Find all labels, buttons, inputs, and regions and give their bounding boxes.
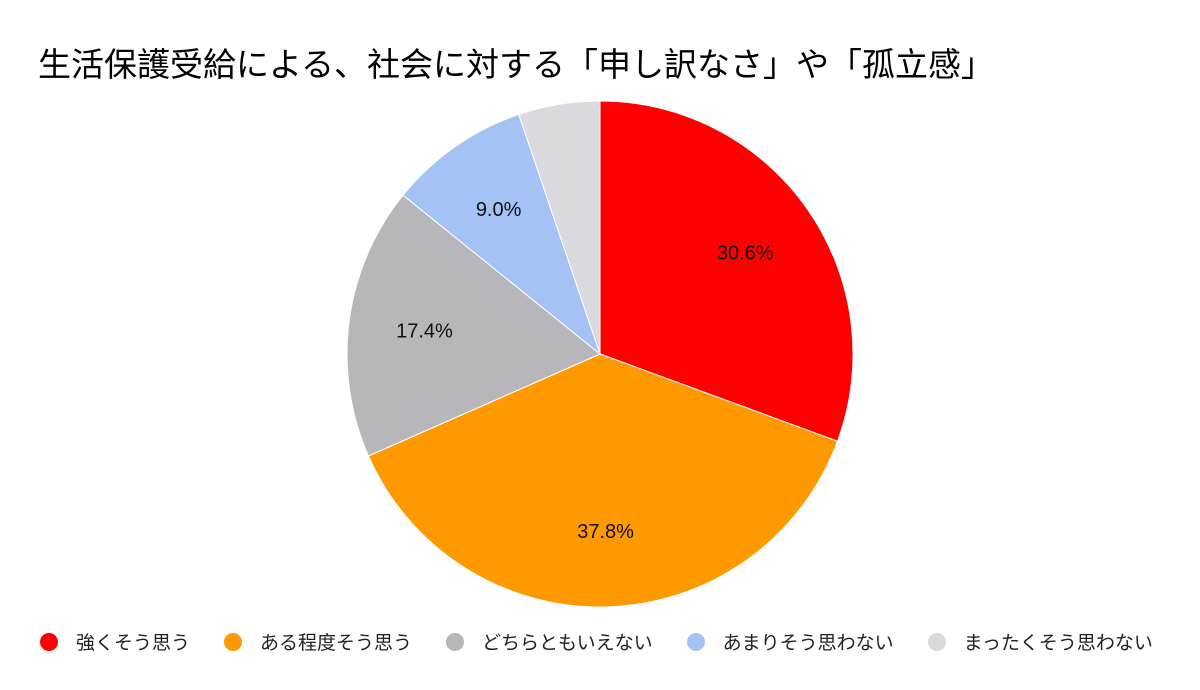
legend-swatch [40,632,58,651]
data-label-0: 30.6% [717,243,774,265]
legend-label: あまりそう思わない [722,633,894,654]
legend-label: ある程度そう思う [260,633,413,654]
pie-slice-1 [367,353,839,608]
legend-item: どちらともいえない [446,628,653,655]
legend-label: 強くそう思う [76,633,191,654]
legend: 強くそう思う ある程度そう思う どちらともいえない あまりそう思わない まったくそう思わ… [40,628,1187,655]
pie-slice-3 [402,113,602,356]
data-label-1: 37.8% [577,521,634,543]
legend-swatch [224,632,243,651]
pie-slice-0 [599,100,854,442]
legend-swatch [927,632,946,651]
legend-item: あまりそう思わない [686,628,894,655]
legend-item: ある程度そう思う [224,628,412,655]
chart-title: 生活保護受給による、社会に対する「申し訳なさ」や「孤立感」 [38,46,995,83]
data-label-3: 9.0% [476,199,522,221]
legend-label: まったくそう思わない [963,633,1153,654]
legend-swatch [686,632,705,651]
pie-slice-2 [346,194,601,457]
legend-swatch [446,632,465,651]
legend-item: 強くそう思う [40,628,190,655]
legend-item: まったくそう思わない [927,628,1153,655]
data-label-2: 17.4% [396,321,453,343]
legend-label: どちらともいえない [482,633,653,654]
pie-slice-4 [518,100,601,355]
